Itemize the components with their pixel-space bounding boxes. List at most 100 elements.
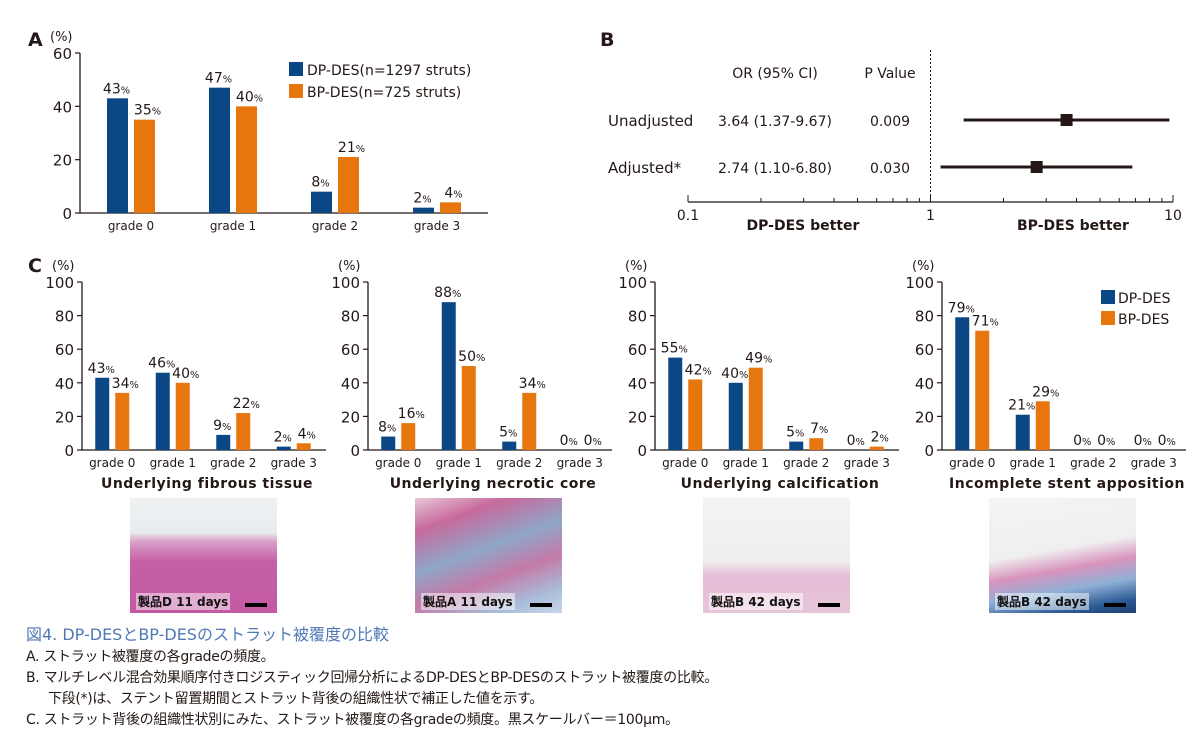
- x-tick-label: grade 0: [89, 456, 135, 470]
- data-label: 4%: [444, 185, 462, 201]
- x-tick-label: grade 1: [210, 219, 256, 233]
- data-label: 29%: [1032, 384, 1059, 400]
- micrograph-calcification: 製品B 42 days: [703, 498, 850, 613]
- x-tick-label: grade 0: [108, 219, 154, 233]
- or-marker: [1030, 161, 1043, 173]
- data-label: 40%: [172, 366, 199, 382]
- x-tick-label: 0.1: [677, 208, 699, 224]
- or-value: 2.74 (1.10-6.80): [718, 161, 832, 177]
- data-label: 35%: [134, 103, 161, 119]
- scale-bar: [1104, 603, 1126, 607]
- chart-title: Incomplete stent apposition: [949, 476, 1185, 492]
- bar-bp: [1035, 401, 1050, 450]
- p-value: 0.009: [870, 114, 910, 130]
- bar-dp: [441, 302, 456, 450]
- y-tick-label: 0: [64, 442, 74, 460]
- bar-bp: [809, 438, 824, 450]
- scale-bar: [530, 603, 552, 607]
- micrograph-label: 製品B 42 days: [709, 593, 803, 610]
- data-label: 0%: [1073, 433, 1091, 449]
- y-tick-label: 80: [341, 308, 360, 326]
- bar-dp: [955, 317, 970, 450]
- micrograph-fibrous: 製品D 11 days: [130, 498, 277, 613]
- bar-dp: [1015, 414, 1030, 450]
- data-label: 34%: [519, 376, 546, 392]
- bar-bp: [401, 423, 416, 450]
- x-tick-label: 10: [1164, 208, 1182, 224]
- micrograph-label: 製品B 42 days: [995, 593, 1089, 610]
- bar-dp: [276, 446, 291, 450]
- micrograph-label: 製品A 11 days: [421, 593, 515, 610]
- legend-swatch: [1101, 290, 1115, 304]
- row-label: Unadjusted: [608, 112, 693, 130]
- bar-dp: [413, 207, 434, 213]
- data-label: 0%: [584, 433, 602, 449]
- y-tick-label: 20: [55, 408, 74, 426]
- data-label: 5%: [786, 425, 804, 441]
- p-header: P Value: [864, 66, 915, 82]
- chart-title: Underlying necrotic core: [390, 476, 597, 492]
- data-label: 40%: [236, 89, 263, 105]
- legend-label: DP-DES(n=1297 struts): [307, 63, 471, 79]
- y-tick-label: 0: [62, 205, 72, 223]
- y-tick-label: 100: [331, 274, 360, 292]
- data-label: 34%: [112, 376, 139, 392]
- data-label: 47%: [205, 71, 232, 87]
- y-axis-label: (%): [912, 259, 935, 274]
- bar-bp: [115, 392, 130, 450]
- y-axis-label: (%): [52, 259, 75, 274]
- bar-dp: [381, 436, 396, 450]
- data-label: 0%: [847, 433, 865, 449]
- panel-letter-a: A: [28, 29, 43, 51]
- x-tick-label: grade 0: [375, 456, 421, 470]
- caption-line-b: B. マルチレベル混合効果順序付きロジスティック回帰分析によるDP-DESとBP…: [26, 670, 718, 686]
- y-axis-label: (%): [625, 259, 648, 274]
- y-tick-label: 60: [53, 45, 72, 63]
- caption-line-a: A. ストラット被覆度の各gradeの頻度。: [26, 649, 275, 665]
- bar-bp: [975, 330, 990, 450]
- y-tick-label: 40: [915, 375, 934, 393]
- y-tick-label: 60: [55, 341, 74, 359]
- data-label: 55%: [661, 341, 688, 357]
- y-tick-label: 20: [915, 408, 934, 426]
- bar-dp: [95, 377, 110, 450]
- y-tick-label: 60: [628, 341, 647, 359]
- micrograph-necrotic: 製品A 11 days: [415, 498, 562, 613]
- scale-bar: [818, 603, 840, 607]
- bar-bp: [175, 382, 190, 450]
- data-label: 22%: [233, 396, 260, 412]
- data-label: 9%: [213, 418, 231, 434]
- bar-bp: [134, 119, 155, 213]
- data-label: 8%: [378, 420, 396, 436]
- x-tick-label: grade 3: [1131, 456, 1177, 470]
- data-label: 79%: [948, 300, 975, 316]
- legend-swatch: [289, 84, 303, 98]
- data-label: 0%: [1097, 433, 1115, 449]
- data-label: 21%: [1008, 398, 1035, 414]
- data-label: 49%: [745, 351, 772, 367]
- data-label: 21%: [338, 140, 365, 156]
- bar-bp: [236, 106, 257, 213]
- panel-letter-b: B: [600, 29, 614, 51]
- y-tick-label: 80: [915, 308, 934, 326]
- x-tick-label: grade 3: [844, 456, 890, 470]
- data-label: 71%: [972, 314, 999, 330]
- y-tick-label: 80: [628, 308, 647, 326]
- y-tick-label: 40: [628, 375, 647, 393]
- panel-letter-c: C: [28, 255, 42, 277]
- y-tick-label: 0: [924, 442, 934, 460]
- legend-swatch: [1101, 311, 1115, 325]
- data-label: 2%: [871, 430, 889, 446]
- y-tick-label: 100: [905, 274, 934, 292]
- bar-bp: [688, 379, 703, 450]
- data-label: 4%: [298, 426, 316, 442]
- y-tick-label: 40: [341, 375, 360, 393]
- data-label: 50%: [458, 349, 485, 365]
- p-value: 0.030: [870, 161, 910, 177]
- legend-label: BP-DES(n=725 struts): [307, 85, 461, 101]
- legend-swatch: [289, 62, 303, 76]
- x-tick-label: grade 1: [723, 456, 769, 470]
- micrograph-label: 製品D 11 days: [136, 593, 231, 610]
- legend-label: DP-DES: [1118, 291, 1171, 307]
- x-tick-label: grade 2: [312, 219, 358, 233]
